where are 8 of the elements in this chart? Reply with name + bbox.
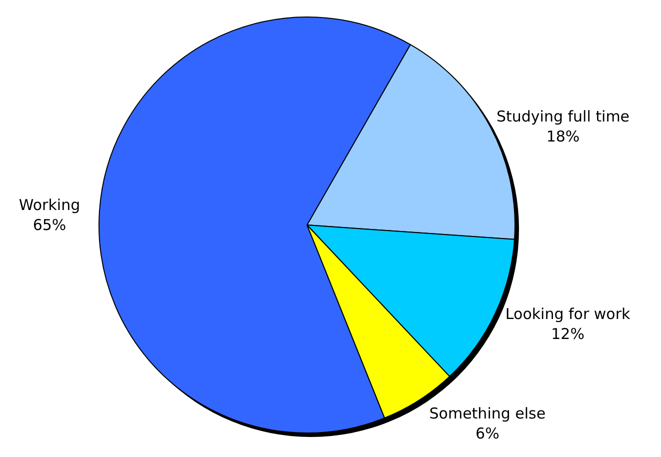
data-label: 18% xyxy=(546,127,580,146)
slice-label: Working xyxy=(18,196,80,214)
slice-label: Looking for work xyxy=(505,305,631,324)
data-label: 65% xyxy=(32,216,66,234)
data-label: 6% xyxy=(476,424,500,442)
slice-label: Something else xyxy=(429,404,546,422)
slice-label: Studying full time xyxy=(496,107,630,126)
data-label: 12% xyxy=(551,325,584,344)
